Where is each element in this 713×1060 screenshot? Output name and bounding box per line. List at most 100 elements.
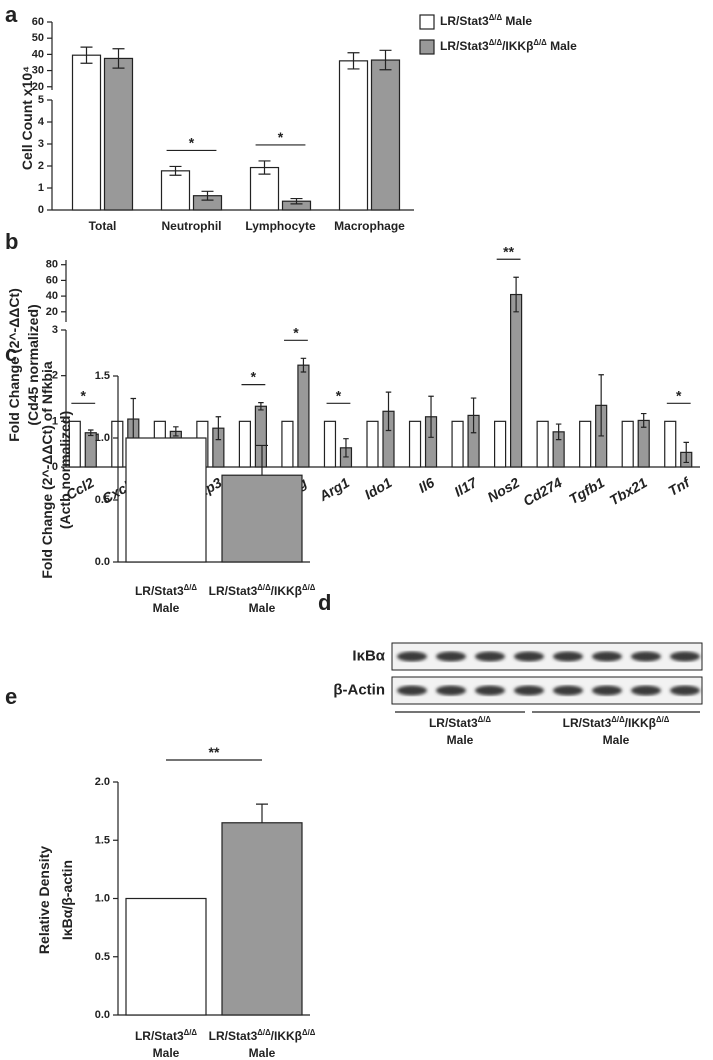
- error-bar: [215, 416, 222, 441]
- y-tick-label: 0: [38, 204, 44, 216]
- y-tick-label: 1: [52, 415, 58, 427]
- text-run: 60: [32, 16, 44, 28]
- significance-label: *: [278, 129, 284, 145]
- x-tick-label: LR/Stat3Δ/Δ/IKKβΔ/Δ: [209, 1028, 316, 1044]
- blot-band: [631, 685, 661, 696]
- bar: [536, 420, 549, 468]
- bar: [297, 364, 310, 468]
- x-tick-label: Neutrophil: [162, 219, 222, 233]
- blot-band: [631, 651, 661, 662]
- legend-swatch: [419, 14, 435, 30]
- y-tick-label: 80: [46, 259, 58, 271]
- text-run: Δ/Δ: [302, 1028, 316, 1037]
- y-axis-label: Fold Change (2^-ΔΔCt) of Nfkbia: [39, 361, 55, 579]
- text-run: Macrophage: [334, 219, 405, 233]
- bar: [71, 54, 102, 211]
- x-tick-label: Total: [89, 219, 117, 233]
- text-run: 0: [38, 204, 44, 216]
- bar: [111, 420, 124, 468]
- text-run: (Cd45 normalized): [25, 304, 41, 425]
- blot-band: [553, 651, 583, 662]
- blot-band: [670, 685, 700, 696]
- x-tick-label: Il17: [451, 473, 480, 499]
- blot-band: [475, 651, 505, 662]
- text-run: 0.5: [95, 494, 110, 506]
- legend-label: LR/Stat3Δ/Δ/IKKβΔ/Δ Male: [440, 38, 577, 54]
- blot-band: [475, 685, 505, 696]
- blot-band: [436, 685, 466, 696]
- x-tick-label: Nos2: [484, 474, 522, 505]
- bar: [221, 822, 303, 1016]
- bar: [254, 405, 267, 468]
- error-bar: [80, 46, 93, 64]
- bar: [494, 420, 507, 468]
- text-run: c: [5, 341, 17, 366]
- text-run: Tgfb1: [566, 474, 607, 507]
- text-run: 60: [46, 274, 58, 286]
- text-run: *: [293, 324, 299, 340]
- bar: [281, 420, 294, 468]
- y-axis-label: Relative Density: [36, 846, 52, 954]
- text-run: 3: [38, 138, 44, 150]
- error-bar: [300, 357, 307, 373]
- error-bar: [88, 429, 94, 437]
- y-tick-label: 0.5: [95, 951, 110, 963]
- text-run: IκBα: [352, 647, 385, 664]
- y-tick-label: 40: [32, 48, 44, 60]
- error-bar: [385, 391, 392, 432]
- error-bar: [343, 438, 349, 458]
- text-run: Δ/Δ: [489, 38, 503, 47]
- error-bar: [470, 397, 477, 434]
- text-run: Tbx21: [607, 474, 650, 508]
- text-run: Δ/Δ: [257, 1028, 271, 1037]
- y-tick-label: 1: [38, 182, 44, 194]
- y-tick-label: 0: [52, 461, 58, 473]
- text-run: *: [251, 368, 257, 384]
- panel-label: c: [5, 341, 17, 366]
- text-run: 30: [32, 64, 44, 76]
- text-run: Δ/Δ: [656, 715, 670, 724]
- text-run: 0.5: [95, 951, 110, 963]
- text-run: 3: [52, 324, 58, 336]
- text-run: LR/Stat3: [440, 14, 489, 28]
- text-run: *: [278, 129, 284, 145]
- blot-row-label: IκBα: [352, 647, 385, 664]
- y-tick-label: 40: [46, 290, 58, 302]
- text-run: Cd274: [520, 474, 565, 509]
- text-run: 1.5: [95, 834, 110, 846]
- y-tick-label: 2: [38, 160, 44, 172]
- significance-label: *: [251, 368, 257, 384]
- x-tick-label: Male: [249, 1046, 276, 1060]
- error-bar: [513, 276, 519, 313]
- y-tick-label: 3: [38, 138, 44, 150]
- panel-label: a: [5, 2, 18, 27]
- text-run: Fold Change (2^-ΔΔCt): [6, 288, 22, 442]
- blot-band: [436, 651, 466, 662]
- text-run: *: [81, 387, 87, 403]
- bar: [103, 57, 134, 211]
- text-run: IκBα/β-actin: [59, 860, 75, 940]
- text-run: Fold Change (2^-ΔΔCt) of Nfkbia: [39, 361, 55, 579]
- text-run: Cell Count x10⁴: [19, 66, 35, 170]
- error-bar: [683, 441, 689, 464]
- text-run: Il17: [451, 473, 480, 499]
- text-run: Male: [249, 1046, 276, 1060]
- blot-band: [514, 651, 544, 662]
- y-tick-label: 3: [52, 324, 58, 336]
- error-bar: [379, 49, 392, 71]
- y-tick-label: 60: [46, 274, 58, 286]
- bar: [160, 170, 191, 211]
- error-bar: [201, 190, 214, 201]
- y-tick-label: 0.5: [95, 494, 110, 506]
- group-label: Male: [603, 733, 630, 747]
- y-tick-label: 30: [32, 64, 44, 76]
- text-run: (Actb normalized): [57, 411, 73, 529]
- y-tick-label: 20: [32, 81, 44, 93]
- bar: [323, 420, 337, 468]
- blot-row-label: β-Actin: [333, 681, 385, 698]
- text-run: LR/Stat3: [563, 716, 612, 730]
- y-tick-label: 1.0: [95, 432, 110, 444]
- x-tick-label: Male: [153, 1046, 180, 1060]
- legend-swatch: [419, 39, 435, 55]
- bar: [125, 437, 207, 563]
